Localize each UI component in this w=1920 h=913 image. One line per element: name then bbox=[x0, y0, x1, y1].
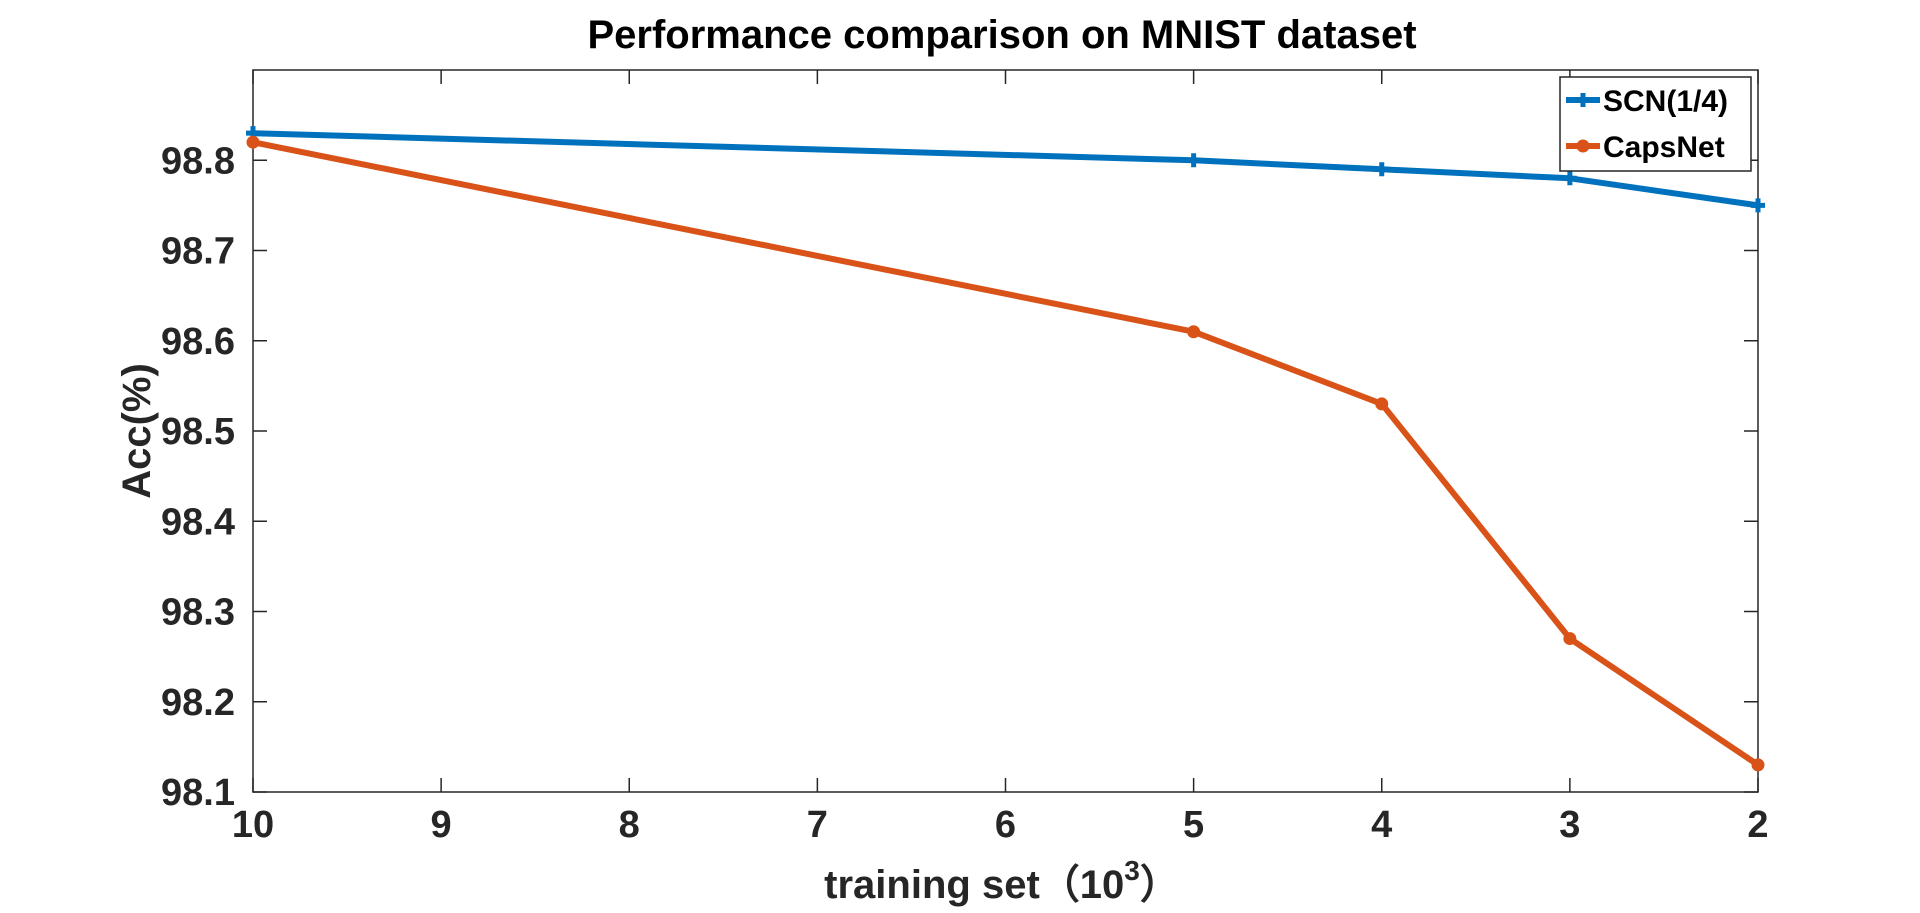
legend-label: CapsNet bbox=[1603, 131, 1725, 164]
series-1 bbox=[246, 135, 1765, 772]
data-point bbox=[1751, 758, 1765, 772]
y-tick-label: 98.7 bbox=[161, 231, 235, 273]
legend-label: SCN(1/4) bbox=[1603, 85, 1728, 118]
x-axis: 10 9 8 7 6 5 4 3 2 bbox=[232, 70, 1769, 846]
x-tick-label: 3 bbox=[1559, 804, 1580, 846]
x-tick-label: 4 bbox=[1371, 804, 1392, 846]
y-axis: 98.1 98.2 98.3 98.4 98.5 98.6 98.7 98.8 bbox=[161, 140, 1758, 814]
y-tick-label: 98.6 bbox=[161, 321, 235, 363]
x-tick-label: 6 bbox=[995, 804, 1016, 846]
series-layer bbox=[246, 126, 1765, 772]
data-point bbox=[1186, 153, 1201, 168]
x-axis-label: training set（103） bbox=[824, 855, 1180, 907]
x-axis-label-main: training set（10 bbox=[824, 863, 1124, 907]
x-tick-label: 2 bbox=[1747, 804, 1768, 846]
y-axis-label: Acc(%) bbox=[115, 363, 159, 499]
legend: SCN(1/4) CapsNet bbox=[1559, 76, 1752, 172]
x-tick-label: 7 bbox=[807, 804, 828, 846]
legend-marker bbox=[1576, 139, 1590, 153]
data-point bbox=[246, 135, 260, 149]
y-tick-label: 98.2 bbox=[161, 682, 235, 724]
data-point bbox=[1187, 325, 1201, 339]
y-tick-label: 98.3 bbox=[161, 592, 235, 634]
chart-title: Performance comparison on MNIST dataset bbox=[587, 13, 1416, 57]
y-tick-label: 98.1 bbox=[161, 772, 235, 814]
x-tick-label: 8 bbox=[619, 804, 640, 846]
legend-box bbox=[1559, 76, 1752, 172]
y-tick-label: 98.5 bbox=[161, 411, 235, 453]
data-point bbox=[1751, 198, 1765, 213]
x-tick-label: 5 bbox=[1183, 804, 1204, 846]
data-point bbox=[1375, 397, 1389, 411]
y-tick-label: 98.8 bbox=[161, 140, 235, 182]
x-axis-label-exponent: 3 bbox=[1124, 855, 1140, 886]
data-point bbox=[1562, 171, 1577, 186]
series-0 bbox=[246, 126, 1765, 213]
legend-item: CapsNet bbox=[1566, 131, 1725, 164]
legend-marker bbox=[1576, 93, 1590, 107]
legend-item: SCN(1/4) bbox=[1566, 85, 1728, 118]
x-axis-label-end: ） bbox=[1140, 863, 1180, 907]
x-tick-label: 9 bbox=[431, 804, 452, 846]
y-tick-label: 98.4 bbox=[161, 501, 235, 543]
x-tick-label: 10 bbox=[232, 804, 274, 846]
data-point bbox=[1374, 162, 1389, 177]
data-point bbox=[1563, 632, 1577, 646]
